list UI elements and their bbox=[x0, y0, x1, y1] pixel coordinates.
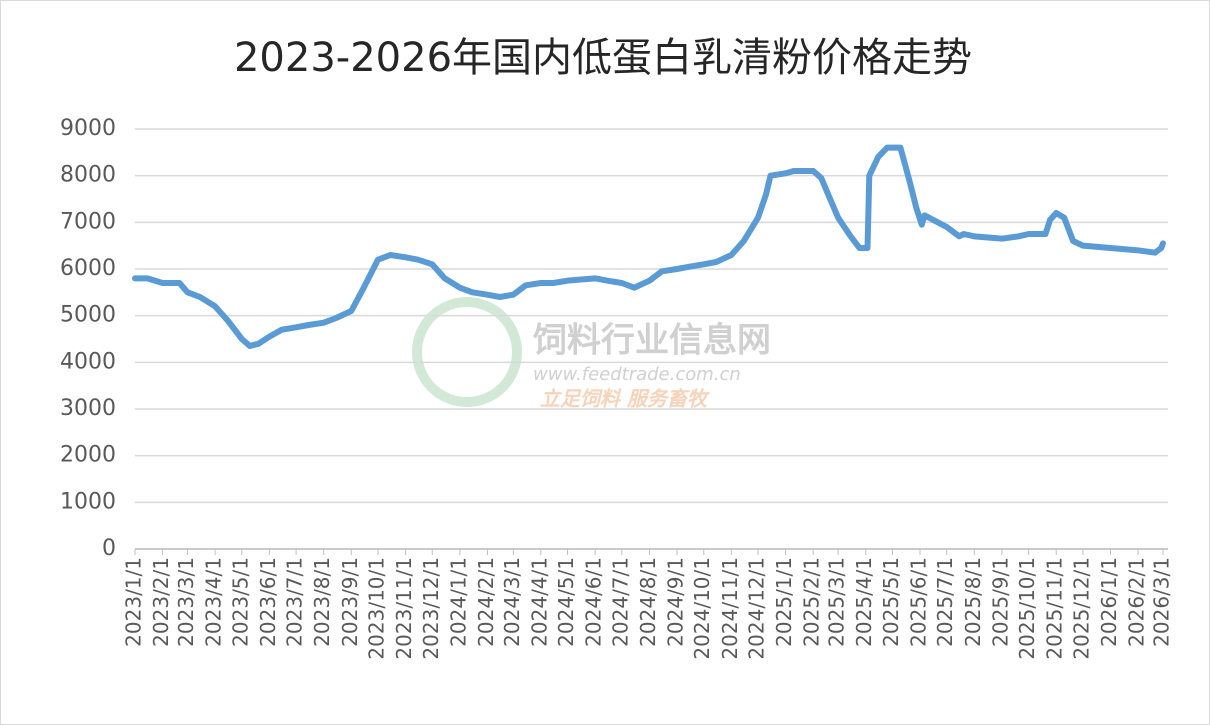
x-tick-label: 2025/2/1 bbox=[800, 557, 824, 647]
watermark-name: 饲料行业信息网 bbox=[533, 321, 771, 361]
x-tick-label: 2025/6/1 bbox=[907, 557, 931, 647]
x-tick-label: 2025/11/1 bbox=[1043, 557, 1067, 660]
x-tick-label: 2024/5/1 bbox=[554, 557, 578, 647]
x-tick-label: 2025/12/1 bbox=[1069, 557, 1093, 660]
x-tick-label: 2024/7/1 bbox=[608, 557, 632, 647]
x-tick-label: 2023/4/1 bbox=[202, 557, 226, 647]
x-tick-label: 2025/8/1 bbox=[961, 557, 985, 647]
y-tick-label: 4000 bbox=[60, 349, 116, 374]
x-tick-label: 2023/7/1 bbox=[283, 557, 307, 647]
x-tick-label: 2023/12/1 bbox=[419, 557, 443, 660]
x-tick-label: 2024/1/1 bbox=[446, 557, 470, 647]
x-tick-label: 2023/3/1 bbox=[174, 557, 198, 647]
x-tick-label: 2025/9/1 bbox=[988, 557, 1012, 647]
y-tick-label: 2000 bbox=[60, 443, 116, 468]
y-tick-label: 0 bbox=[102, 536, 116, 561]
watermark: 饲料行业信息网 www.feedtrade.com.cn 立足饲料 服务畜牧 bbox=[412, 297, 771, 411]
watermark-logo bbox=[412, 297, 522, 407]
x-tick-label: 2025/4/1 bbox=[852, 557, 876, 647]
x-tick-label: 2026/3/1 bbox=[1150, 557, 1174, 647]
x-tick-label: 2023/5/1 bbox=[228, 557, 252, 647]
x-tick-label: 2023/10/1 bbox=[364, 557, 388, 660]
watermark-url: www.feedtrade.com.cn bbox=[533, 364, 741, 385]
watermark-slogan: 立足饲料 服务畜牧 bbox=[540, 387, 710, 411]
x-tick-label: 2024/6/1 bbox=[582, 557, 606, 647]
y-tick-label: 1000 bbox=[60, 489, 116, 514]
x-tick-label: 2025/1/1 bbox=[772, 557, 796, 647]
x-tick-label: 2025/3/1 bbox=[825, 557, 849, 647]
x-tick-label: 2023/2/1 bbox=[149, 557, 173, 647]
y-tick-label: 9000 bbox=[60, 116, 116, 141]
y-tick-label: 7000 bbox=[60, 209, 116, 234]
x-tick-label: 2025/5/1 bbox=[879, 557, 903, 647]
x-tick-label: 2024/8/1 bbox=[636, 557, 660, 647]
x-tick-label: 2026/2/1 bbox=[1125, 557, 1149, 647]
x-tick-label: 2024/4/1 bbox=[527, 557, 551, 647]
x-tick-label: 2023/6/1 bbox=[256, 557, 280, 647]
line-series bbox=[132, 144, 1166, 349]
chart-title: 2023-2026年国内低蛋白乳清粉价格走势 bbox=[234, 35, 972, 81]
x-tick-label: 2025/10/1 bbox=[1015, 557, 1039, 660]
x-tick-label: 2023/11/1 bbox=[392, 557, 416, 660]
x-tick-label: 2026/1/1 bbox=[1097, 557, 1121, 647]
x-tick-label: 2025/7/1 bbox=[933, 557, 957, 647]
x-tick-label: 2023/9/1 bbox=[338, 557, 362, 647]
y-tick-label: 8000 bbox=[60, 163, 116, 188]
x-tick-label: 2024/12/1 bbox=[745, 557, 769, 660]
x-tick-label: 2023/1/1 bbox=[122, 557, 146, 647]
y-tick-label: 6000 bbox=[60, 256, 116, 281]
x-tick-label: 2024/11/1 bbox=[718, 557, 742, 660]
x-tick-label: 2023/8/1 bbox=[310, 557, 334, 647]
x-tick-label: 2024/2/1 bbox=[474, 557, 498, 647]
x-tick-label: 2024/9/1 bbox=[664, 557, 688, 647]
x-tick-label: 2024/3/1 bbox=[500, 557, 524, 647]
y-tick-label: 3000 bbox=[60, 396, 116, 421]
y-tick-label: 5000 bbox=[60, 303, 116, 328]
x-tick-label: 2024/10/1 bbox=[690, 557, 714, 660]
